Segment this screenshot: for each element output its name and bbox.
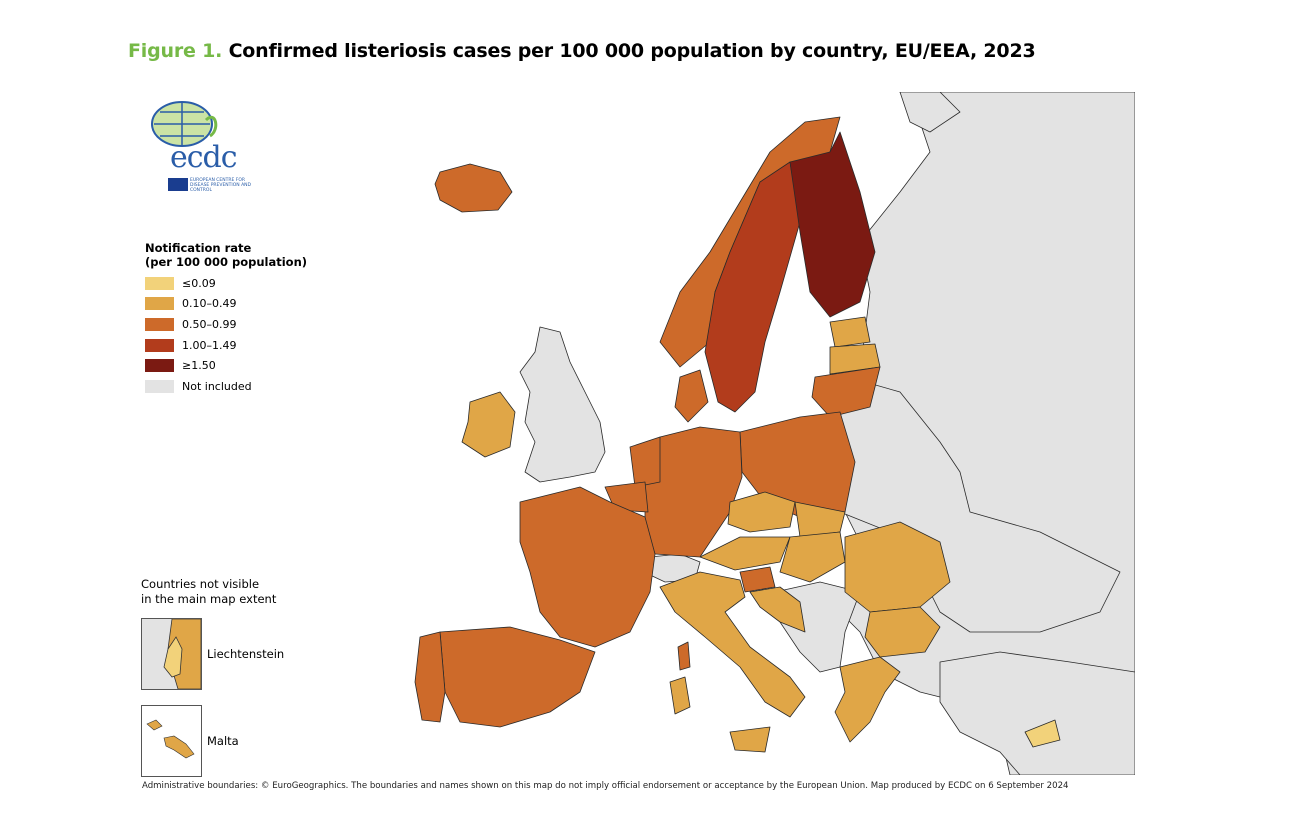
logo-org-name: European Centre for Disease Prevention a…: [190, 178, 251, 193]
map-sweden: [704, 161, 801, 413]
map-romania: [844, 521, 951, 613]
map-lithuania: [811, 366, 881, 418]
eu-flag-icon: [168, 178, 188, 191]
figure-title-text: Confirmed listeriosis cases per 100 000 …: [228, 40, 1036, 62]
legend-label: 1.00–1.49: [182, 338, 237, 352]
map-corsica: [677, 641, 691, 671]
legend-swatch: [145, 276, 174, 290]
map-portugal: [414, 631, 446, 723]
map-iceland: [434, 163, 513, 213]
map-czechia: [727, 491, 796, 533]
globe-icon: [151, 101, 218, 147]
map-spain: [439, 626, 596, 728]
legend-label: ≤0.09: [182, 276, 216, 290]
liechtenstein-map: [142, 619, 201, 689]
legend-swatch: [145, 359, 174, 373]
legend: Notification rate (per 100 000 populatio…: [145, 241, 345, 397]
legend-swatch: [145, 379, 174, 393]
map-austria: [699, 536, 791, 571]
legend-item: 0.50–0.99: [145, 314, 345, 335]
legend-label: 0.10–0.49: [182, 297, 237, 311]
legend-item: Not included: [145, 376, 345, 397]
legend-item: ≥1.50: [145, 355, 345, 376]
map-italy: [659, 571, 806, 718]
map-sardinia: [669, 676, 691, 715]
map-hungary: [779, 531, 846, 583]
map-netherlands: [629, 436, 661, 488]
map-russia-north: [899, 92, 961, 133]
inset-malta: [141, 705, 202, 777]
map-france: [519, 486, 656, 648]
legend-item: 0.10–0.49: [145, 294, 345, 315]
legend-title: Notification rate (per 100 000 populatio…: [145, 241, 308, 269]
map-cyprus: [1024, 719, 1061, 748]
legend-swatch: [145, 338, 174, 352]
inset-liechtenstein: [141, 618, 202, 690]
malta-map: [146, 719, 195, 759]
map-turkey: [939, 651, 1135, 775]
figure-number: Figure 1.: [128, 40, 223, 62]
europe-map: [140, 92, 1135, 775]
legend-item: 1.00–1.49: [145, 335, 345, 356]
legend-swatch: [145, 297, 174, 311]
legend-label: 0.50–0.99: [182, 317, 237, 331]
footnote: Administrative boundaries: © EuroGeograp…: [142, 781, 1069, 791]
legend-label: ≥1.50: [182, 359, 216, 373]
map-greece: [834, 656, 901, 743]
logo-wordmark: ecdc: [170, 140, 238, 175]
map-estonia: [829, 316, 871, 348]
inset-label-liechtenstein: Liechtenstein: [207, 647, 285, 661]
map-svg: [414, 92, 1135, 775]
map-finland: [789, 131, 876, 318]
legend-item: ≤0.09: [145, 273, 345, 294]
map-denmark: [674, 369, 709, 423]
figure-title: Figure 1. Confirmed listeriosis cases pe…: [128, 40, 1036, 62]
map-bulgaria: [864, 606, 941, 658]
legend-label: Not included: [182, 379, 252, 393]
map-slovenia: [739, 566, 776, 593]
ecdc-logo: ecdc European Centre for Disease Prevent…: [146, 100, 266, 200]
map-uk: [519, 326, 606, 483]
inset-label-malta: Malta: [207, 734, 239, 748]
map-croatia: [749, 586, 806, 633]
legend-swatch: [145, 317, 174, 331]
map-ireland: [461, 391, 516, 458]
inset-heading: Countries not visible in the main map ex…: [141, 577, 277, 606]
map-sicily: [729, 726, 771, 753]
legend-list: ≤0.09 0.10–0.49 0.50–0.99 1.00–1.49 ≥1.50 Not…: [145, 273, 345, 397]
